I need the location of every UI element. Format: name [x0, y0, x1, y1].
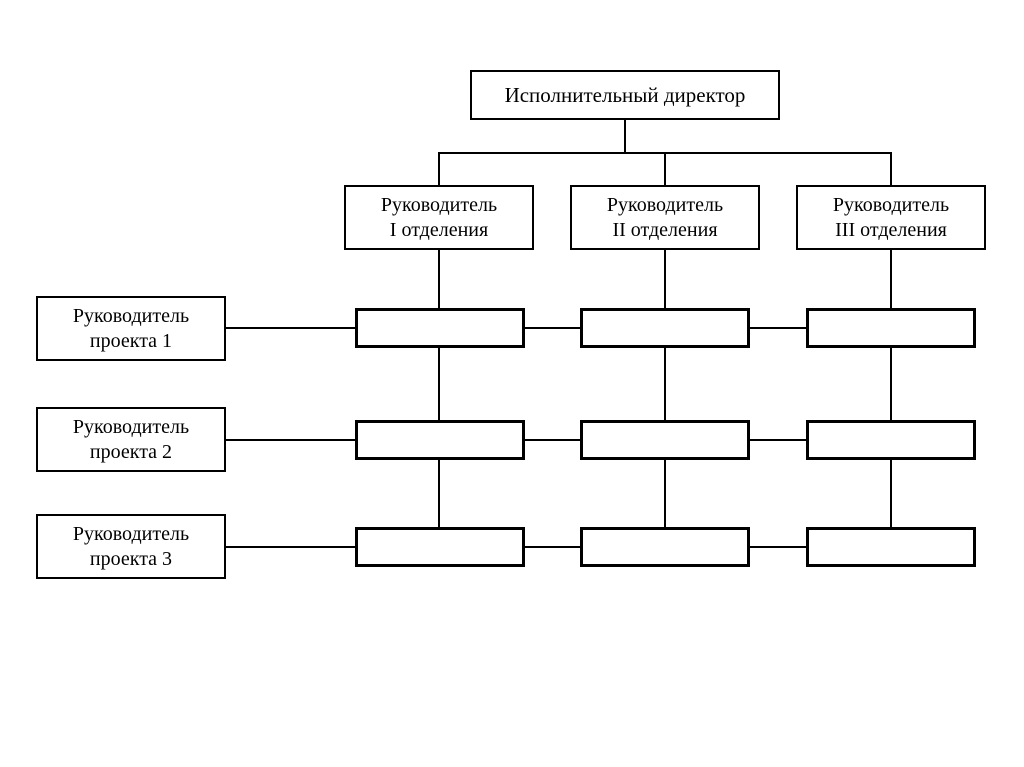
node-cell — [580, 308, 750, 348]
node-label: РуководительII отделения — [607, 193, 723, 243]
edge — [890, 348, 892, 420]
node-cell — [355, 420, 525, 460]
edge — [750, 327, 806, 329]
node-label: Руководительпроекта 3 — [73, 522, 189, 572]
node-label: Исполнительный директор — [505, 82, 746, 108]
edge — [438, 348, 440, 420]
edge — [624, 120, 626, 152]
edge — [226, 439, 355, 441]
node-label: РуководительI отделения — [381, 193, 497, 243]
node-cell — [806, 527, 976, 567]
node-cell — [580, 420, 750, 460]
edge — [890, 460, 892, 527]
edge — [664, 348, 666, 420]
edge — [664, 460, 666, 527]
edge — [438, 460, 440, 527]
node-label: Руководительпроекта 2 — [73, 415, 189, 465]
edge — [438, 250, 440, 308]
node-dept1: РуководительI отделения — [344, 185, 534, 250]
edge — [226, 327, 355, 329]
edge — [664, 250, 666, 308]
node-label: РуководительIII отделения — [833, 193, 949, 243]
edge — [750, 546, 806, 548]
org-chart: Исполнительный директор РуководительI от… — [0, 0, 1024, 767]
node-cell — [355, 308, 525, 348]
edge — [890, 250, 892, 308]
edge — [525, 439, 580, 441]
node-proj1: Руководительпроекта 1 — [36, 296, 226, 361]
edge — [226, 546, 355, 548]
edge — [438, 152, 440, 185]
edge — [664, 152, 666, 185]
node-proj2: Руководительпроекта 2 — [36, 407, 226, 472]
node-proj3: Руководительпроекта 3 — [36, 514, 226, 579]
node-label: Руководительпроекта 1 — [73, 304, 189, 354]
edge — [525, 546, 580, 548]
edge — [525, 327, 580, 329]
node-cell — [355, 527, 525, 567]
node-dept3: РуководительIII отделения — [796, 185, 986, 250]
node-dept2: РуководительII отделения — [570, 185, 760, 250]
node-cell — [580, 527, 750, 567]
node-director: Исполнительный директор — [470, 70, 780, 120]
edge — [890, 152, 892, 185]
edge — [750, 439, 806, 441]
node-cell — [806, 308, 976, 348]
node-cell — [806, 420, 976, 460]
